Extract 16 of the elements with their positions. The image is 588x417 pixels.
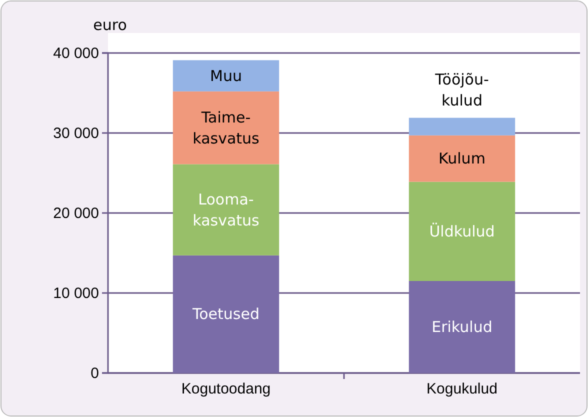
y-tick-label: 40 000 [53, 44, 99, 62]
y-axis-title: euro [93, 16, 127, 34]
series-label: Muu [210, 66, 242, 85]
x-tick-label: Kogukulud [426, 380, 498, 398]
y-tick-label: 30 000 [53, 124, 99, 142]
series-label: Looma-kasvatus [192, 190, 260, 230]
series-label: Taime-kasvatus [192, 108, 260, 148]
series-label: Toetused [192, 305, 260, 324]
series-label: Kulum [438, 150, 486, 168]
series-label: Erikulud [432, 318, 492, 336]
series-label: Üldkulud [429, 222, 495, 240]
y-tick-label: 0 [90, 364, 99, 382]
x-tick-label: Kogutoodang [181, 380, 271, 398]
y-tick-label: 10 000 [53, 284, 99, 302]
series-label: Tööjõu-kulud [434, 70, 489, 110]
y-tick-label: 20 000 [53, 204, 99, 222]
